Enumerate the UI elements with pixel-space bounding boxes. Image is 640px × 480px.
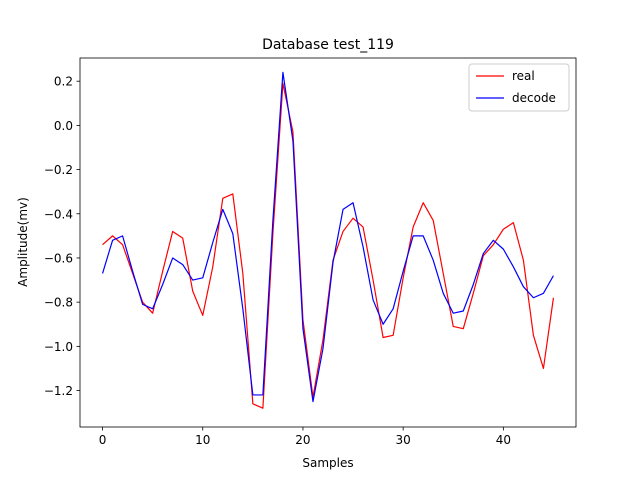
x-tick-label: 40 [496, 433, 511, 447]
y-tick-label: 0.0 [54, 119, 73, 133]
legend-label-decode: decode [512, 91, 556, 105]
x-axis-label: Samples [302, 456, 353, 470]
x-axis-ticks: 0 10 20 30 40 [99, 427, 511, 447]
plot-frame [79, 57, 577, 428]
legend-label-real: real [512, 69, 535, 83]
y-axis-ticks: −1.2 −1.0 −0.8 −0.6 −0.4 −0.2 0.0 0.2 [44, 75, 80, 398]
y-tick-label: −0.2 [44, 163, 73, 177]
x-tick-label: 10 [195, 433, 210, 447]
series-line-decode [101, 71, 554, 403]
chart-title: Database test_119 [262, 37, 394, 53]
series-line-real [102, 82, 555, 409]
y-tick-label: −1.0 [44, 340, 73, 354]
x-tick-label: 0 [99, 433, 107, 447]
y-tick-label: −0.4 [44, 207, 73, 221]
x-tick-label: 20 [295, 433, 310, 447]
x-tick-label: 30 [396, 433, 411, 447]
y-tick-label: −1.2 [44, 384, 73, 398]
legend: real decode [468, 63, 570, 112]
y-tick-label: −0.6 [44, 251, 73, 265]
series-group [101, 71, 555, 409]
y-axis-label: Amplitude(mv) [16, 197, 30, 287]
plot-area [79, 57, 577, 428]
y-tick-label: −0.8 [44, 296, 73, 310]
y-tick-label: 0.2 [54, 75, 73, 89]
